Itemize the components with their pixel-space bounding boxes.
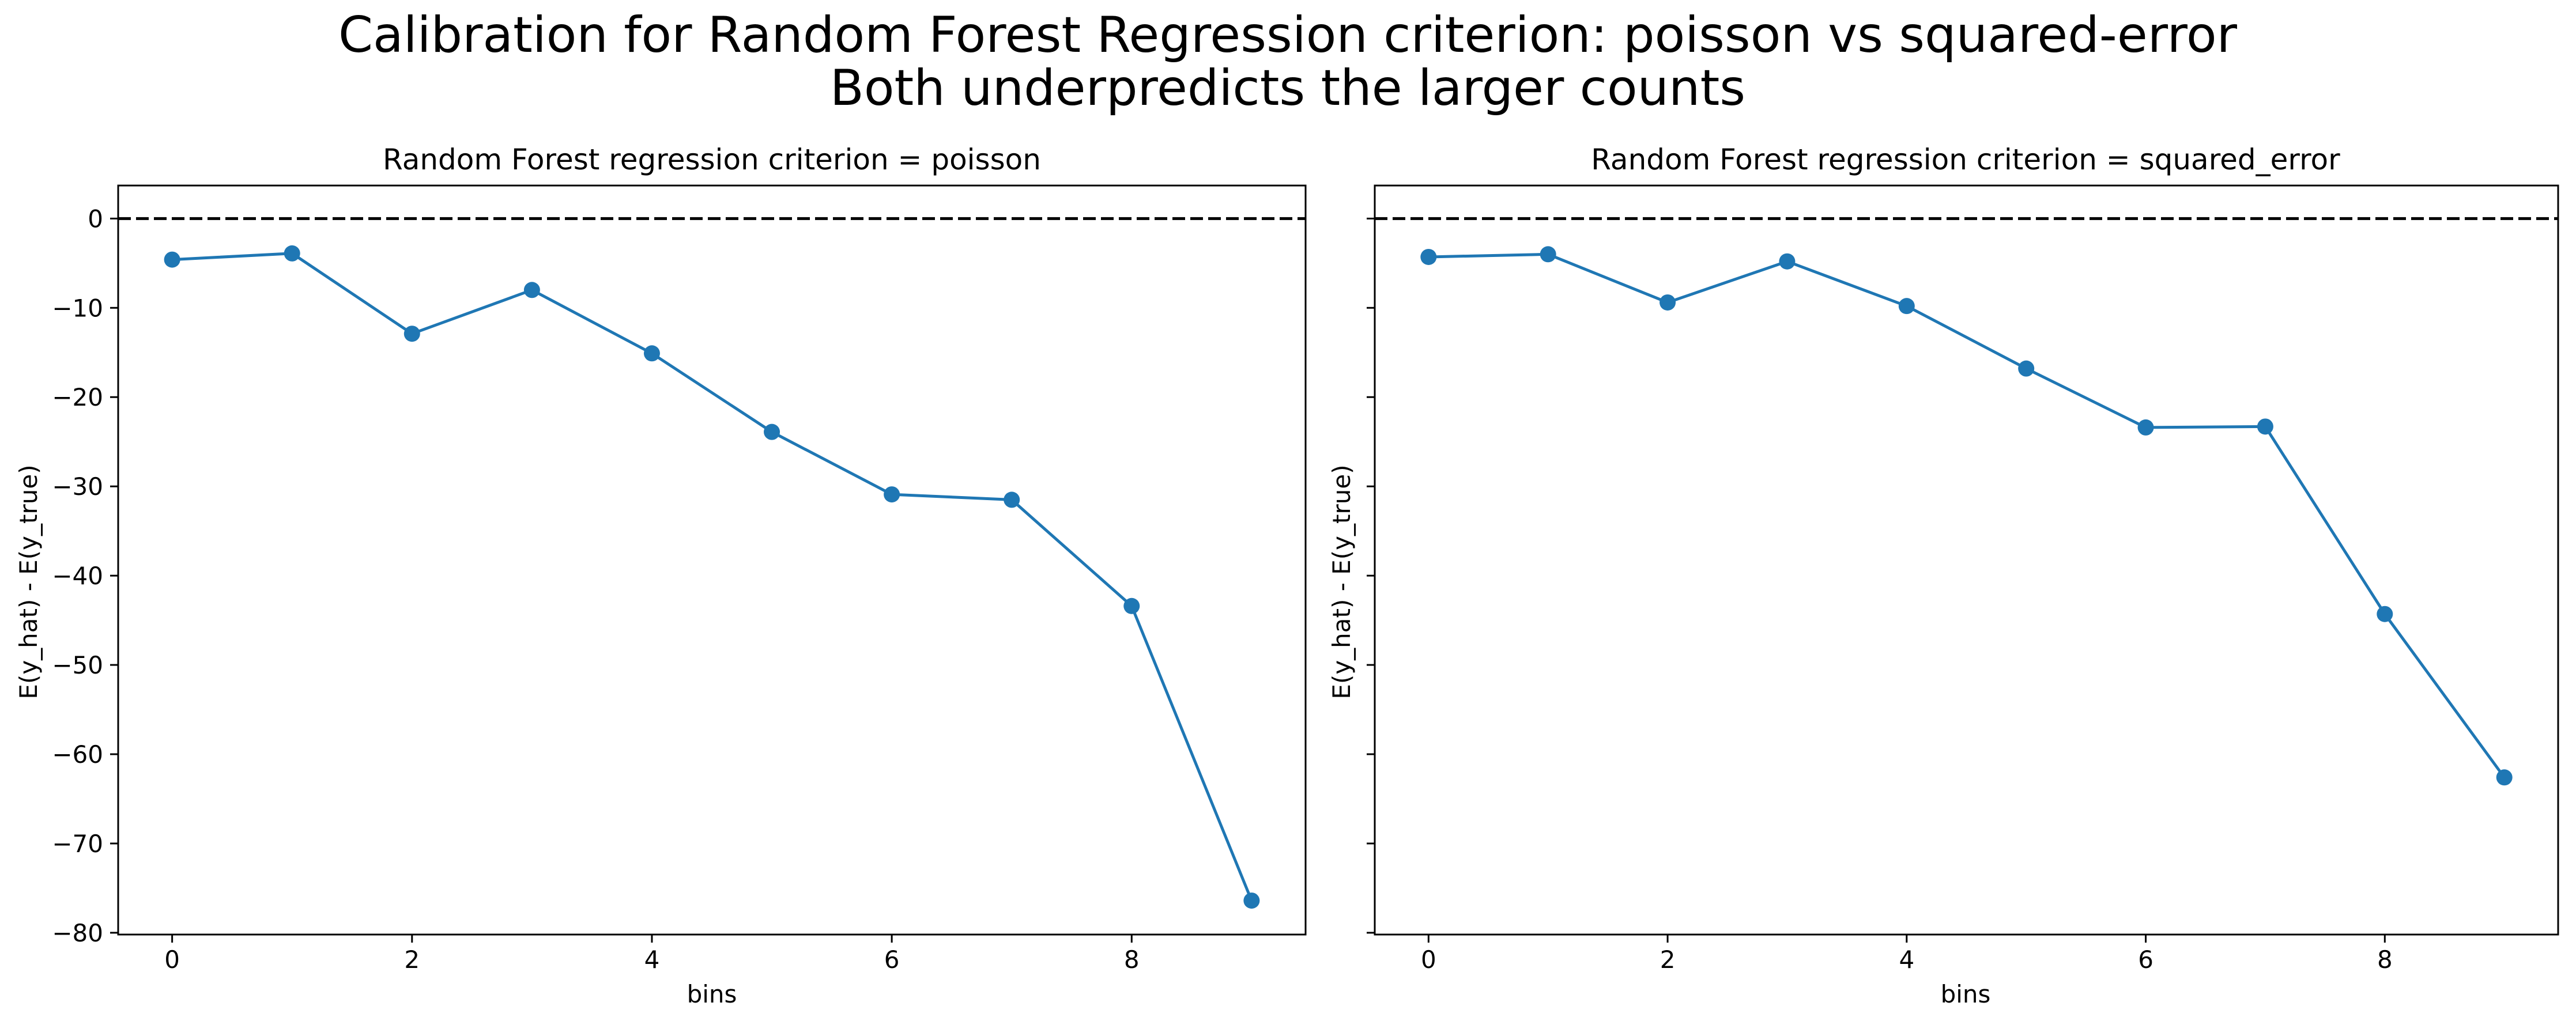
poisson-data-point [1123, 597, 1140, 614]
poisson-data-point [764, 423, 780, 440]
poisson-y-tick-label: −10 [52, 294, 103, 322]
squared-error-x-tick-label: 6 [2138, 945, 2153, 974]
poisson-y-tick-label: −40 [52, 562, 103, 590]
squared-error-x-axis-label: bins [1941, 980, 1991, 1008]
squared-error-panel: Random Forest regression criterion = squ… [1327, 143, 2559, 1008]
poisson-data-point [1243, 892, 1260, 909]
squared-error-data-point [2257, 418, 2273, 435]
poisson-x-axis-label: bins [687, 980, 737, 1008]
squared-error-x-tick-label: 0 [1421, 945, 1436, 974]
poisson-data-point [523, 282, 540, 298]
squared-error-data-point [2018, 360, 2035, 377]
poisson-y-tick-label: −30 [52, 472, 103, 501]
squared-error-data-point [1420, 248, 1437, 265]
squared-error-calibration-line [1428, 252, 2506, 778]
poisson-y-tick-label: 0 [88, 205, 103, 233]
squared-error-data-point [1659, 294, 1676, 311]
poisson-x-tick-label: 6 [884, 945, 900, 974]
poisson-data-point [284, 245, 300, 262]
squared-error-x-tick-label: 8 [2377, 945, 2393, 974]
squared-error-data-point [2377, 606, 2393, 622]
squared-error-data-point [2137, 419, 2154, 436]
poisson-y-tick-label: −60 [52, 740, 103, 769]
poisson-panel-title: Random Forest regression criterion = poi… [383, 143, 1041, 176]
poisson-panel: Random Forest regression criterion = poi… [14, 143, 1307, 1008]
poisson-x-tick-label: 8 [1124, 945, 1140, 974]
poisson-y-tick-label: −70 [52, 830, 103, 858]
poisson-data-point [164, 251, 180, 268]
squared-error-axes-frame [1374, 184, 2559, 936]
poisson-x-tick-label: 0 [164, 945, 180, 974]
poisson-data-point [1004, 491, 1020, 508]
poisson-y-axis-label: E(y_hat) - E(y_true) [14, 464, 43, 699]
poisson-y-tick-label: −50 [52, 651, 103, 679]
poisson-data-point [403, 326, 420, 342]
poisson-data-point [884, 486, 900, 503]
poisson-axes-frame [117, 184, 1307, 936]
squared-error-data-point [1898, 298, 1915, 315]
poisson-data-point [643, 345, 660, 362]
poisson-y-tick-label: −20 [52, 383, 103, 411]
squared-error-panel-title: Random Forest regression criterion = squ… [1591, 143, 2340, 176]
squared-error-plot-area: 0 2 4 6 8 [1367, 217, 2558, 974]
squared-error-y-axis-label: E(y_hat) - E(y_true) [1327, 464, 1356, 699]
squared-error-data-point [1540, 246, 1556, 263]
poisson-y-tick-label: −80 [52, 919, 103, 947]
squared-error-x-tick-label: 4 [1899, 945, 1914, 974]
poisson-x-tick-label: 4 [644, 945, 660, 974]
figure-title-line2: Both underpredicts the larger counts [830, 59, 1745, 117]
poisson-x-tick-label: 2 [404, 945, 420, 974]
squared-error-data-point [1779, 253, 1796, 270]
figure-title-line1: Calibration for Random Forest Regression… [338, 6, 2238, 64]
poisson-calibration-line [172, 252, 1253, 902]
squared-error-x-tick-label: 2 [1660, 945, 1676, 974]
squared-error-data-point [2496, 769, 2513, 786]
poisson-plot-area: 0 2 4 6 8 0 −10 −20 −30 −40 −50 −60 −70 −80 [52, 205, 1306, 974]
